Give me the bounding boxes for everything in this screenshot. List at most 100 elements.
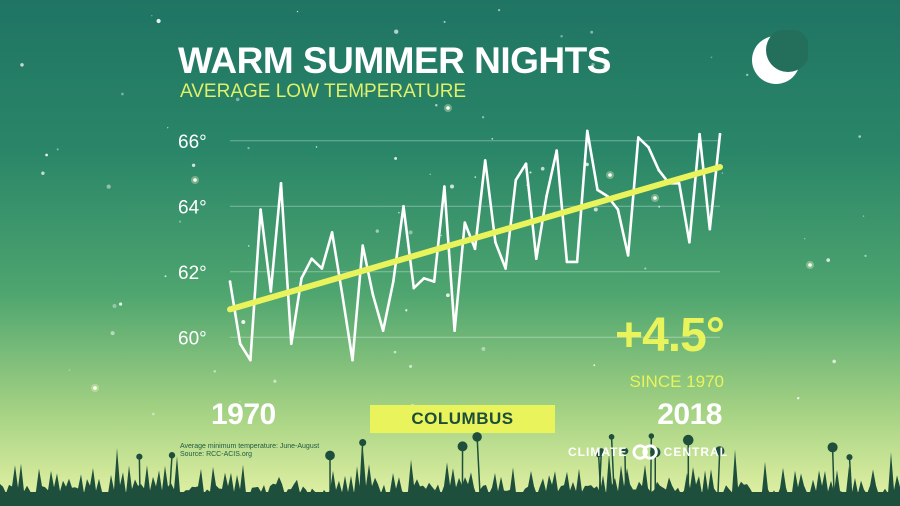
data-point (279, 182, 283, 185)
star (119, 302, 123, 306)
star (56, 148, 59, 151)
star (540, 166, 545, 171)
star (156, 18, 161, 24)
data-point (657, 168, 661, 172)
data-point (616, 208, 620, 211)
flower-head (168, 452, 176, 459)
flower-head (359, 438, 367, 447)
star (796, 396, 800, 400)
firefly (608, 173, 612, 177)
star (446, 293, 450, 298)
star (644, 267, 647, 270)
star (591, 63, 595, 67)
data-point (483, 159, 487, 162)
star (375, 229, 379, 233)
star (296, 10, 299, 13)
star (481, 116, 485, 119)
star (179, 220, 182, 223)
flower-head (608, 434, 615, 440)
star (167, 127, 169, 129)
firefly (193, 178, 197, 182)
data-point (422, 277, 426, 280)
data-point (504, 267, 507, 270)
flower-head (621, 447, 629, 455)
data-point (585, 129, 589, 133)
y-tick-label: 64° (178, 197, 207, 218)
star (394, 156, 398, 160)
star (529, 171, 532, 174)
star (41, 171, 45, 175)
star (315, 146, 318, 148)
star (409, 364, 413, 368)
data-point (351, 358, 354, 362)
logo-text-right: CENTRAL (663, 445, 728, 459)
y-tick-label: 60° (178, 328, 207, 349)
logo-text-left: CLIMATE (568, 445, 628, 459)
star (273, 379, 277, 383)
grass-blades (0, 448, 900, 506)
x-label-start: 1970 (211, 398, 276, 431)
star (590, 30, 594, 34)
star (440, 234, 443, 237)
data-point (269, 290, 273, 293)
data-point (698, 132, 701, 136)
star (408, 230, 413, 235)
star (164, 275, 167, 278)
source-footnote: Average minimum temperature: June-August… (180, 443, 319, 459)
star (394, 29, 399, 34)
grass-silhouette (0, 432, 900, 506)
data-point (238, 342, 242, 346)
flower-stem (624, 451, 627, 497)
flower-stem (848, 457, 853, 497)
data-point (443, 185, 446, 188)
data-point (647, 146, 650, 149)
star (429, 173, 431, 175)
star (832, 359, 836, 364)
flower-stem (138, 456, 141, 497)
grass-base (0, 492, 900, 506)
data-point (596, 188, 599, 192)
flower-stem (598, 450, 603, 497)
data-point (320, 267, 324, 270)
star (435, 104, 438, 107)
data-point (330, 231, 334, 234)
trend-line (227, 163, 723, 313)
flower-stem (831, 447, 835, 497)
climate-central-logo: CLIMATE CENTRAL (568, 441, 728, 463)
star (121, 92, 124, 96)
star (247, 245, 250, 247)
star (151, 14, 153, 17)
star (721, 172, 724, 174)
star (213, 369, 217, 373)
logo-rings-icon (632, 444, 659, 460)
star (110, 331, 115, 336)
data-point (677, 182, 681, 185)
data-point (289, 342, 293, 346)
chart-title: WARM SUMMER NIGHTS (178, 40, 611, 81)
star (593, 207, 598, 212)
flower-head (472, 432, 482, 442)
star (235, 97, 240, 102)
star (393, 350, 397, 354)
star (826, 258, 831, 262)
data-point (228, 280, 232, 283)
data-point (575, 260, 579, 264)
data-point (494, 240, 497, 244)
flower-stem (359, 442, 364, 497)
flower-head (325, 450, 335, 461)
data-point (361, 244, 365, 247)
data-point (412, 286, 416, 290)
flower-head (648, 433, 655, 439)
star (491, 137, 494, 140)
data-point (688, 240, 691, 244)
moon-icon (752, 30, 808, 84)
star (803, 237, 806, 240)
data-point (473, 247, 477, 251)
firefly (653, 196, 657, 200)
x-label-end: 2018 (657, 398, 722, 431)
star (497, 8, 501, 12)
data-point (402, 204, 405, 208)
y-tick-label: 66° (178, 132, 207, 153)
data-point (637, 136, 640, 139)
